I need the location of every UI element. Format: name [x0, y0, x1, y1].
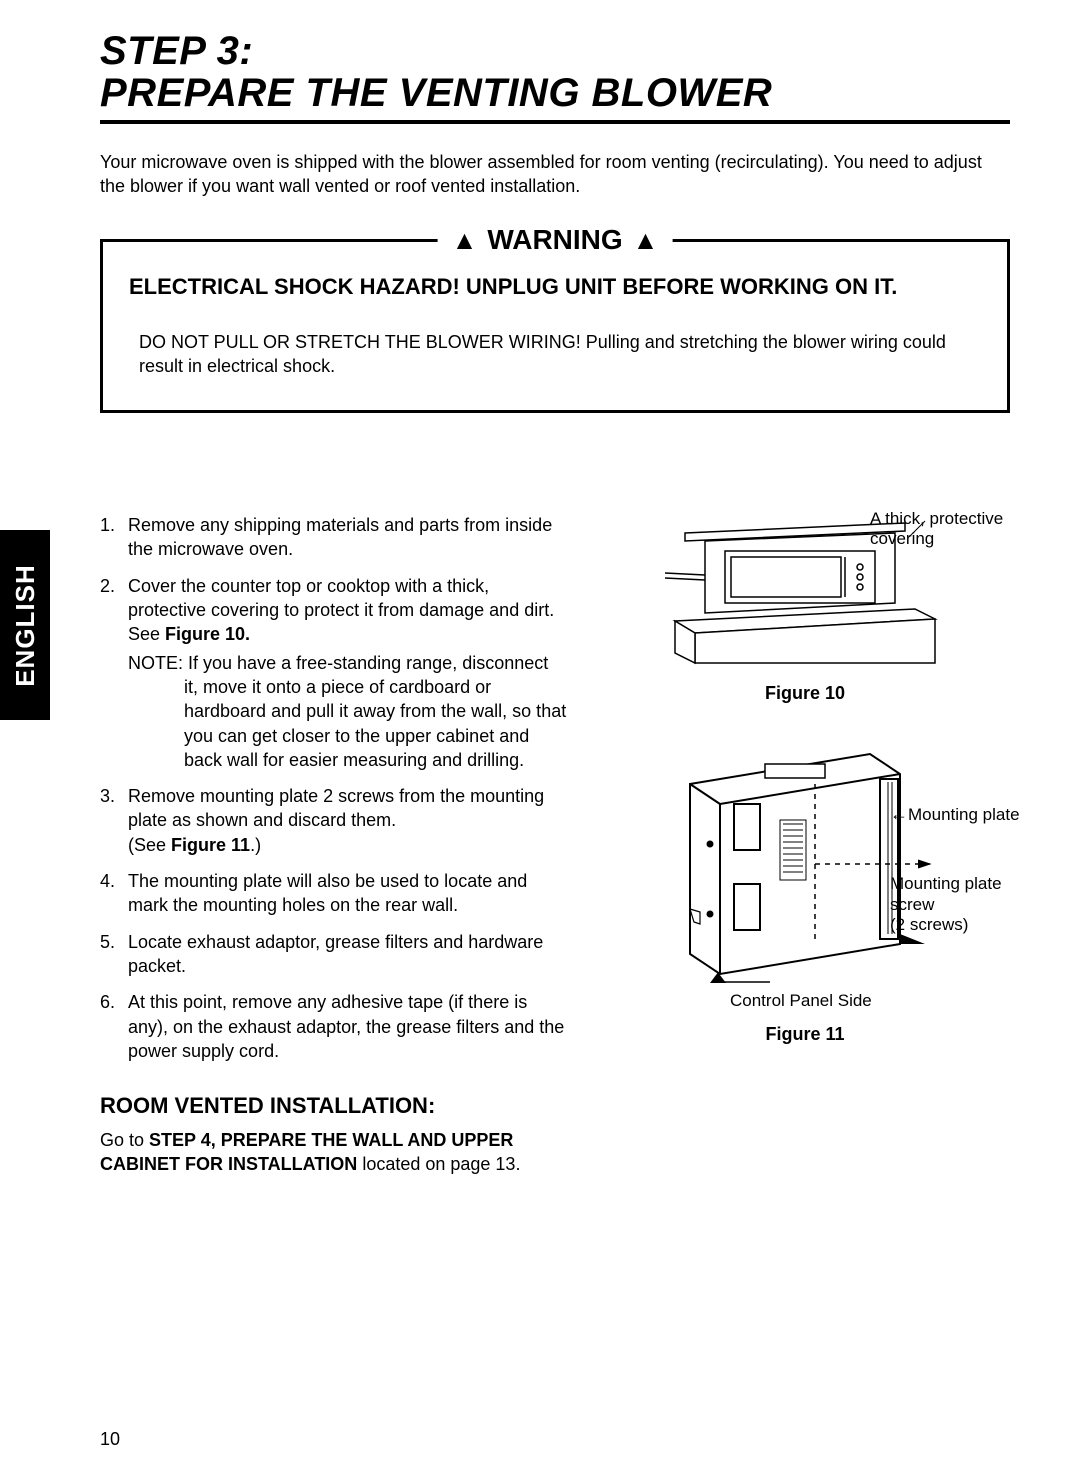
- warning-icon: ▲: [633, 227, 659, 253]
- step-3-text: Remove mounting plate 2 screws from the …: [128, 786, 544, 830]
- two-column-layout: Remove any shipping materials and parts …: [100, 513, 1010, 1176]
- left-column: Remove any shipping materials and parts …: [100, 513, 570, 1176]
- warning-header-text: WARNING: [487, 224, 622, 256]
- step-3-figure-ref: Figure 11: [171, 835, 250, 855]
- page-number: 10: [100, 1429, 120, 1450]
- step-3-see: (See: [128, 835, 171, 855]
- warning-icon: ▲: [452, 227, 478, 253]
- fig11-plate-text: Mounting plate: [908, 805, 1020, 824]
- figure-10-label: A thick, protective covering: [870, 509, 1020, 548]
- step-5-text: Locate exhaust adaptor, grease filters a…: [128, 932, 543, 976]
- room-vented-section: ROOM VENTED INSTALLATION: Go to STEP 4, …: [100, 1093, 570, 1176]
- step-2-figure-ref: Figure 10.: [165, 624, 250, 644]
- right-column: A thick, protective covering: [600, 513, 1010, 1176]
- figure-11-diagram: [670, 744, 940, 984]
- step-3: Remove mounting plate 2 screws from the …: [100, 784, 570, 857]
- step-6-text: At this point, remove any adhesive tape …: [128, 992, 564, 1061]
- figure-11-label-side: Control Panel Side: [730, 991, 872, 1011]
- room-vented-body: Go to STEP 4, PREPARE THE WALL AND UPPER…: [100, 1129, 570, 1176]
- title-line-2: PREPARE THE VENTING BLOWER: [100, 72, 1010, 114]
- step-6: At this point, remove any adhesive tape …: [100, 990, 570, 1063]
- warning-header: ▲ WARNING ▲: [438, 224, 673, 256]
- step-2: Cover the counter top or cooktop with a …: [100, 574, 570, 772]
- warning-body: DO NOT PULL OR STRETCH THE BLOWER WIRING…: [129, 330, 981, 385]
- note-rest: it, move it onto a piece of cardboard or…: [128, 675, 570, 772]
- step-2-note: NOTE: If you have a free-standing range,…: [128, 651, 570, 772]
- room-prefix: Go to: [100, 1130, 149, 1150]
- figure-11-label-screw: Mounting plate screw (2 screws): [890, 874, 1020, 935]
- figure-10-caption: Figure 10: [600, 683, 1010, 704]
- figure-11-caption: Figure 11: [600, 1024, 1010, 1045]
- room-vented-title: ROOM VENTED INSTALLATION:: [100, 1093, 570, 1119]
- title-block: STEP 3: PREPARE THE VENTING BLOWER: [100, 30, 1010, 124]
- step-1: Remove any shipping materials and parts …: [100, 513, 570, 562]
- step-4-text: The mounting plate will also be used to …: [128, 871, 527, 915]
- warning-subheading: ELECTRICAL SHOCK HAZARD! UNPLUG UNIT BEF…: [129, 274, 981, 300]
- figure-10: A thick, protective covering: [600, 513, 1010, 704]
- page-content: STEP 3: PREPARE THE VENTING BLOWER Your …: [0, 0, 1080, 1206]
- room-suffix: located on page 13.: [357, 1154, 520, 1174]
- figure-11: ←Mounting plate Mounting plate screw (2 …: [600, 744, 1010, 1045]
- figure-11-label-plate: ←Mounting plate: [890, 804, 1020, 825]
- steps-list: Remove any shipping materials and parts …: [100, 513, 570, 1063]
- warning-box: ▲ WARNING ▲ ELECTRICAL SHOCK HAZARD! UNP…: [100, 239, 1010, 414]
- intro-paragraph: Your microwave oven is shipped with the …: [100, 150, 1010, 199]
- step-5: Locate exhaust adaptor, grease filters a…: [100, 930, 570, 979]
- step-1-text: Remove any shipping materials and parts …: [128, 515, 552, 559]
- step-4: The mounting plate will also be used to …: [100, 869, 570, 918]
- step-3-period: .): [250, 835, 261, 855]
- note-label: NOTE:: [128, 653, 188, 673]
- title-line-1: STEP 3:: [100, 30, 1010, 72]
- note-first-line: If you have a free-standing range, disco…: [188, 653, 548, 673]
